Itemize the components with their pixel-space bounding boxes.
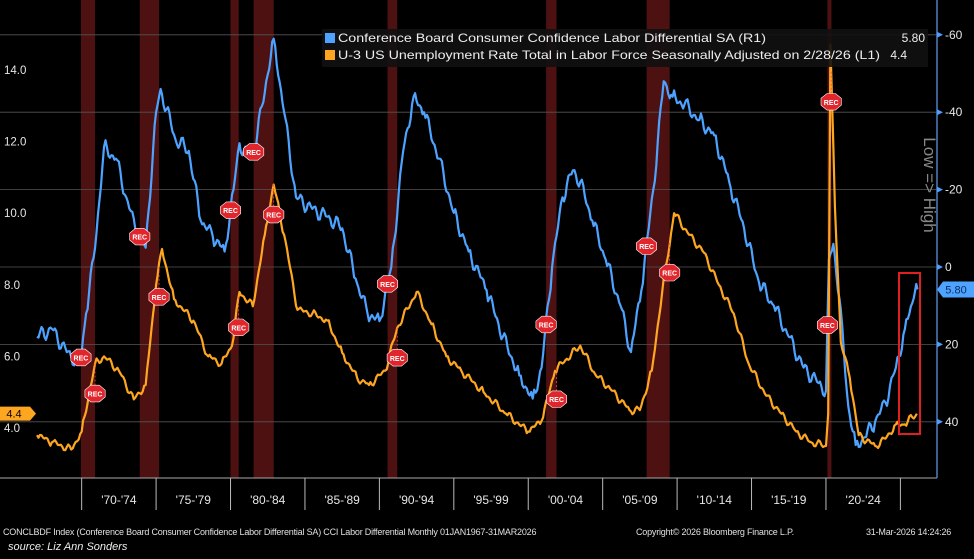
x-tick-label: '95-'99 xyxy=(473,493,509,507)
recession-marker xyxy=(243,143,265,161)
right-tick-label: 20 xyxy=(945,337,959,351)
recession-marker xyxy=(228,318,250,336)
right-tick-label: -40 xyxy=(945,105,963,119)
right-tick-label: 40 xyxy=(945,415,959,429)
series-line-labor-differential xyxy=(36,37,919,449)
footer-index-text: CONCLBDF Index (Conference Board Consume… xyxy=(3,527,537,537)
right-tick-marker xyxy=(937,341,943,348)
recession-band xyxy=(546,0,557,478)
right-tick-marker xyxy=(937,186,943,193)
footer-timestamp: 31-Mar-2026 14:24:26 xyxy=(866,527,952,537)
right-tick-label: 0 xyxy=(945,260,952,274)
x-tick-label: '00-'04 xyxy=(548,493,584,507)
left-tick-label: 14.0 xyxy=(4,65,26,77)
right-tick-label: -60 xyxy=(945,28,963,42)
x-tick-label: '15-'19 xyxy=(771,493,807,507)
x-tick-label: '20-'24 xyxy=(846,493,882,507)
labor-differential-last-tag xyxy=(937,281,974,298)
left-tick-label: 10.0 xyxy=(4,208,26,220)
left-tick-label: 12.0 xyxy=(4,137,26,149)
left-tick-label: 6.0 xyxy=(4,351,20,363)
recession-marker xyxy=(535,315,557,334)
legend-swatch xyxy=(325,50,335,60)
right-tick-marker xyxy=(937,418,943,425)
legend-label: U-3 US Unemployment Rate Total in Labor … xyxy=(338,48,880,62)
right-tick-marker xyxy=(937,109,943,116)
legend-last-value: 5.80 xyxy=(902,31,926,45)
recession-marker xyxy=(820,93,842,111)
recession-marker xyxy=(659,264,681,282)
series-line-unemployment xyxy=(36,43,918,452)
recession-marker-label: REC xyxy=(223,208,238,215)
right-axis-label: Low => High xyxy=(920,137,939,232)
recession-marker-label: REC xyxy=(639,244,654,251)
recession-marker-label: REC xyxy=(390,356,405,363)
recession-marker-label: REC xyxy=(231,325,246,332)
right-tick-marker xyxy=(937,264,943,270)
legend-last-value: 4.4 xyxy=(890,48,907,62)
recession-marker-label: REC xyxy=(88,392,103,399)
x-tick-label: '75-'79 xyxy=(176,493,212,507)
recession-marker-label: REC xyxy=(246,150,261,157)
source-note: source: Liz Ann Sonders xyxy=(8,541,128,553)
recession-band xyxy=(230,0,239,478)
recession-marker xyxy=(84,384,106,403)
footer-copyright: Copyright© 2026 Bloomberg Finance L.P. xyxy=(636,527,794,537)
recession-band xyxy=(387,0,398,478)
x-tick-label: '10-'14 xyxy=(697,493,733,507)
unemployment-last-value: 4.4 xyxy=(6,409,21,421)
recession-marker xyxy=(263,205,285,224)
labor-differential-last-value: 5.80 xyxy=(945,284,966,296)
recession-marker xyxy=(546,390,568,408)
recession-marker-label: REC xyxy=(549,397,564,404)
x-tick-label: '80-'84 xyxy=(250,493,286,507)
recession-marker-label: REC xyxy=(662,271,677,278)
x-tick-label: '05-'09 xyxy=(622,493,658,507)
recession-marker xyxy=(70,348,92,367)
left-tick-label: 8.0 xyxy=(4,280,20,292)
legend-swatch xyxy=(325,33,335,43)
recession-marker-label: REC xyxy=(132,235,147,242)
right-tick-marker xyxy=(937,31,943,38)
recession-marker xyxy=(386,349,408,367)
x-tick-label: '85-'89 xyxy=(325,493,361,507)
x-tick-label: '70-'74 xyxy=(101,493,137,507)
recession-marker-label: REC xyxy=(74,355,89,362)
recession-marker xyxy=(220,201,241,219)
legend: Conference Board Consumer Confidence Lab… xyxy=(322,29,928,67)
recession-marker-label: REC xyxy=(380,282,395,289)
recession-band xyxy=(646,0,670,478)
legend-label: Conference Board Consumer Confidence Lab… xyxy=(338,31,766,45)
recession-marker-label: REC xyxy=(266,213,281,220)
recession-marker xyxy=(148,288,170,306)
right-tick-label: -20 xyxy=(945,183,963,197)
x-tick-label: '90-'94 xyxy=(399,493,435,507)
recession-marker-label: REC xyxy=(824,100,839,107)
left-tick-label: 4.0 xyxy=(4,423,20,435)
recession-marker-label: REC xyxy=(152,295,167,302)
unemployment-last-tag xyxy=(0,406,36,421)
recession-marker xyxy=(129,228,151,246)
recession-marker xyxy=(636,237,658,255)
highlight-box xyxy=(898,272,921,435)
recession-marker-label: REC xyxy=(539,322,554,329)
recession-marker-label: REC xyxy=(820,323,835,330)
recession-marker xyxy=(377,275,399,293)
recession-marker xyxy=(816,316,838,334)
legend-background xyxy=(322,29,928,67)
